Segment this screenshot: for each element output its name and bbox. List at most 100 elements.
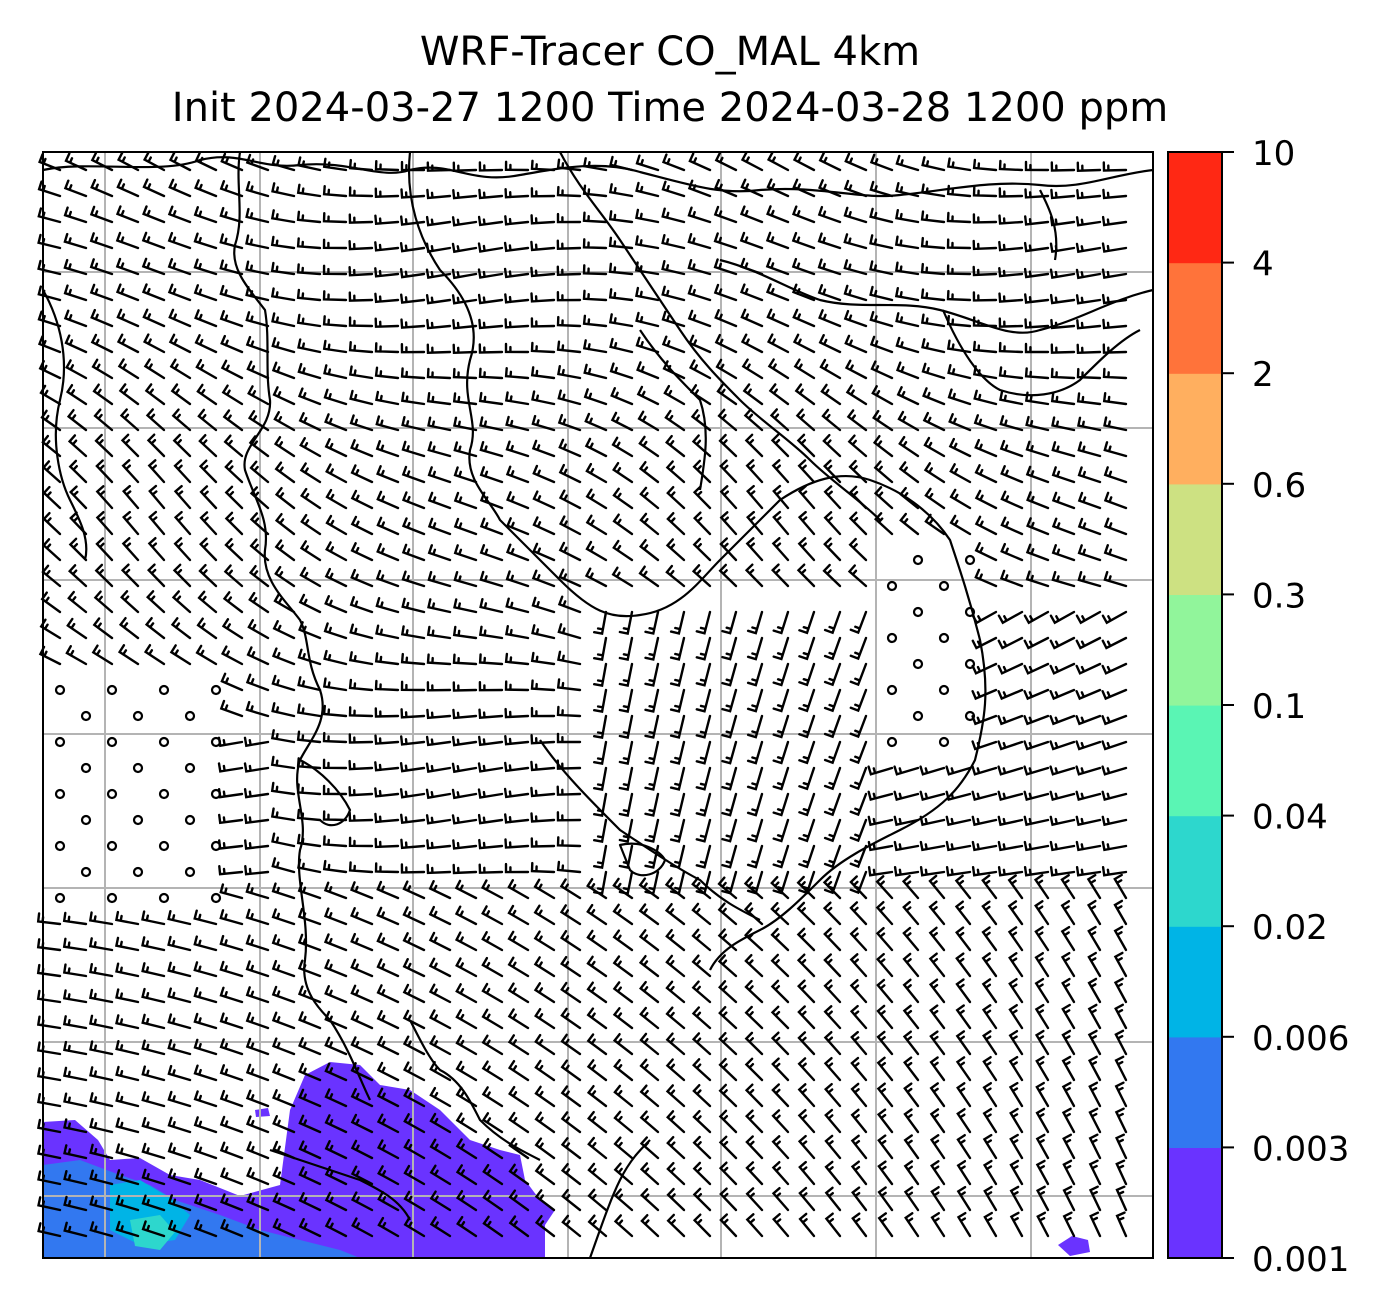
wind-barb [661,153,686,172]
wind-barb [664,409,686,432]
wind-barb [1051,441,1076,458]
wind-barb [92,617,114,640]
wind-barb [1088,1107,1102,1134]
wind-barb [274,539,296,562]
wind-barb [478,653,504,666]
wind-barb [532,542,556,562]
wind-barb [745,1187,764,1212]
wind-barb [929,1082,946,1108]
wind-barb [374,366,400,380]
wind-barb [198,459,218,484]
wind-barb [687,233,712,250]
wind-barb [867,765,894,776]
wind-barb [376,1035,400,1056]
wind-barb [271,361,296,380]
wind-barb [848,459,868,484]
wind-barb [593,844,608,869]
wind-barb [348,861,374,874]
wind-barb [798,688,816,713]
calm-wind-marker [886,736,898,748]
wind-barb [586,955,608,978]
wind-barb [247,619,270,640]
wind-barb [721,662,738,687]
wind-barb [219,1038,244,1056]
colorbar-swatch [1168,373,1222,485]
wind-barb [507,904,530,926]
wind-barb [172,563,192,588]
wind-barb [374,837,400,849]
wind-barb [198,563,218,588]
wind-barb [272,620,296,640]
wind-barb [1076,319,1102,330]
wind-barb [121,537,140,562]
wind-barb [199,511,218,536]
wind-barb [695,688,712,713]
wind-barb [402,1009,426,1030]
wind-barb [455,1009,478,1030]
wind-barb [1035,1185,1050,1212]
wind-barb [143,644,166,666]
wind-barb [426,839,452,850]
wind-barb [350,568,374,588]
wind-barb [141,910,166,926]
wind-barb [272,1089,296,1108]
wind-barb [324,413,348,432]
wind-barb [644,766,660,791]
wind-barb [793,358,816,380]
wind-barb [823,537,842,562]
wind-barb [62,937,88,952]
wind-barb [245,234,270,250]
wind-barb [426,343,452,354]
wind-barb [322,238,348,250]
wind-barb [274,513,296,536]
wind-barb [348,786,374,797]
wind-barb [1049,662,1076,675]
wind-barb [718,1135,738,1160]
wind-barb [635,181,660,198]
wind-barb [583,388,608,406]
calm-wind-marker [80,866,92,878]
wind-barb [850,1082,868,1108]
wind-barb [746,844,764,869]
wind-barb [692,1058,712,1082]
wind-barb [116,333,140,354]
wind-barb [167,1219,192,1238]
wind-barb [400,652,426,666]
wind-barb [558,489,582,510]
wind-barb [877,1134,894,1160]
wind-barb [63,284,88,302]
wind-barb [245,1089,270,1108]
wind-barb [272,1192,296,1212]
wind-barb [1060,925,1076,952]
wind-barb [220,334,244,354]
wind-barb [849,1004,868,1030]
graticule-grid [43,152,1153,1258]
wind-barb [997,740,1024,751]
wind-barb [219,1193,244,1212]
wind-barb [244,865,270,876]
wind-barb [1008,1030,1024,1056]
wind-barb [193,935,218,952]
wind-barb [772,510,790,536]
wind-barb [455,983,478,1004]
wind-barb [691,1006,712,1030]
wind-barb [399,762,426,773]
wind-barb [791,257,816,276]
wind-barb [638,955,660,978]
wind-barb [560,1033,582,1056]
wind-barb [1061,1003,1076,1030]
wind-barb [695,818,712,843]
wind-barb [95,537,114,562]
wind-barb [746,636,764,661]
map-frame [42,151,1154,1259]
wind-barb [742,383,764,406]
wind-barb [798,1160,816,1186]
wind-barb [218,813,244,825]
wind-barb [505,570,530,588]
wind-barb [63,206,88,224]
wind-barb [945,866,972,877]
wind-barb [898,461,920,484]
wind-barb [1102,188,1128,200]
wind-barb [88,911,114,926]
wind-barb [561,1188,582,1212]
